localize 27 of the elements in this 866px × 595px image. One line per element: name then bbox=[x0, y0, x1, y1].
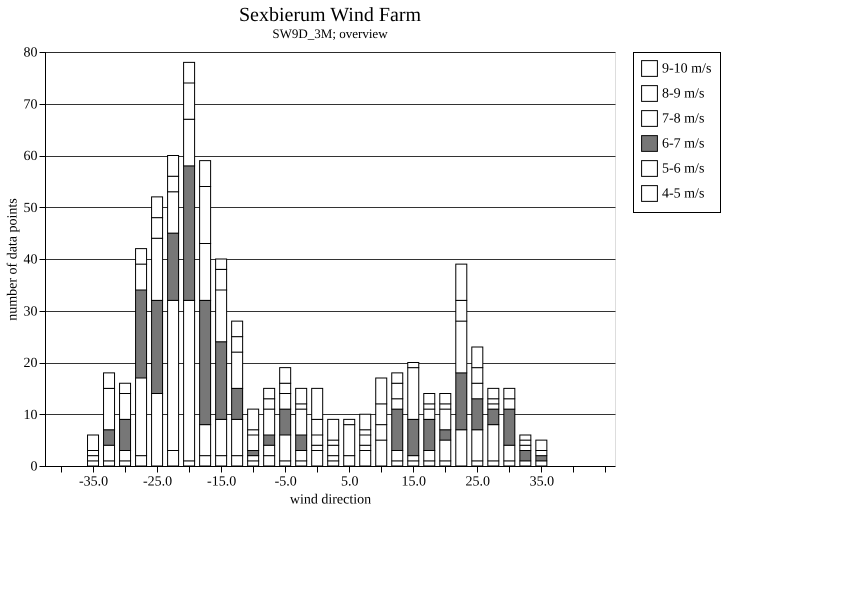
chart-title: Sexbierum Wind Farm bbox=[238, 4, 422, 26]
legend-label: 4-5 m/s bbox=[662, 186, 704, 202]
x-tick-label: 15.0 bbox=[402, 474, 426, 490]
x-axis-title: wind direction bbox=[290, 492, 372, 508]
x-tick-label: 25.0 bbox=[466, 474, 490, 490]
y-tick-label: 80 bbox=[24, 46, 38, 60]
x-tick-label: -15.0 bbox=[207, 474, 236, 490]
y-tick-label: 60 bbox=[24, 149, 38, 164]
x-tick-label: 35.0 bbox=[530, 474, 554, 490]
legend-label: 7-8 m/s bbox=[662, 112, 704, 126]
x-tick-label: 5.0 bbox=[340, 474, 358, 490]
y-tick-label: 70 bbox=[24, 97, 38, 112]
y-tick-label: 40 bbox=[24, 252, 38, 268]
x-tick-label: -5.0 bbox=[274, 474, 297, 490]
legend-label: 8-9 m/s bbox=[662, 86, 704, 102]
x-tick-label: -25.0 bbox=[142, 474, 172, 490]
y-tick-label: 10 bbox=[24, 408, 38, 423]
y-tick-label: 20 bbox=[24, 356, 38, 371]
y-axis-title: number of data points bbox=[6, 198, 20, 321]
chart-subtitle: SW9D_3M; overview bbox=[272, 26, 388, 41]
legend-label: 5-6 m/s bbox=[662, 162, 704, 176]
y-tick-label: 30 bbox=[24, 304, 38, 320]
x-tick-label: -35.0 bbox=[78, 474, 108, 490]
legend-label: 6-7 m/s bbox=[662, 136, 704, 152]
legend-label: 9-10 m/s bbox=[662, 62, 712, 76]
y-tick-label: 0 bbox=[30, 460, 38, 474]
y-tick-label: 50 bbox=[24, 200, 38, 216]
